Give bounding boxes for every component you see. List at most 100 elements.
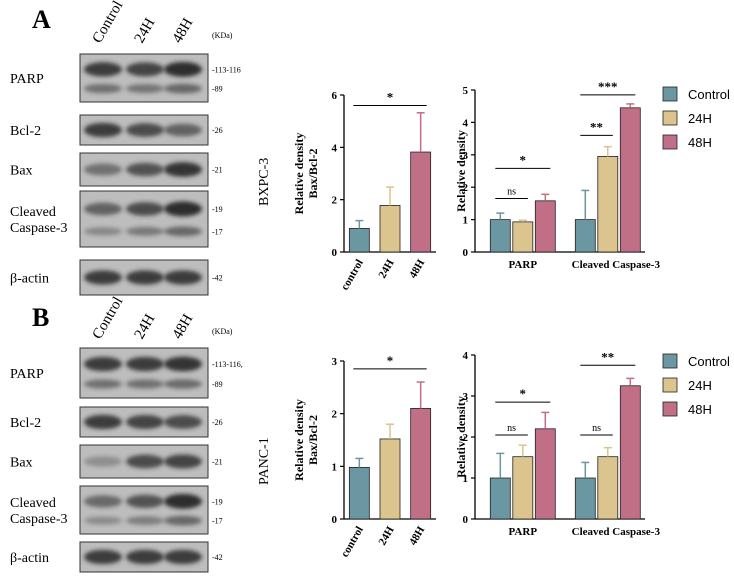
blot-band (164, 226, 202, 237)
blot-band (84, 202, 122, 216)
significance-label: ns (507, 187, 516, 198)
lane-header: 48H (170, 15, 197, 46)
blot-band (126, 379, 164, 389)
mw-marker: -42 (212, 553, 223, 562)
blot-label: Caspase-3 (10, 512, 68, 527)
legend-label: Control (688, 354, 730, 369)
blot-band (84, 549, 122, 565)
bar (379, 205, 401, 253)
legend-swatch (662, 86, 678, 102)
blot-band (164, 454, 202, 469)
cell-line-panc1: PANC-1 (257, 437, 272, 485)
y-axis-label: Relative density (292, 133, 306, 215)
y-tick-label: 3 (463, 150, 469, 162)
blot-band (126, 226, 164, 236)
blot-membrane (79, 347, 209, 399)
blot-band (126, 549, 164, 565)
legend-label: 48H (688, 135, 712, 150)
mw-marker: -113-116, (212, 360, 243, 369)
legends: Control 24H 48H Control 24H 48H (662, 86, 730, 417)
blot-band (164, 379, 202, 389)
blot-band (84, 62, 122, 77)
mw-marker: -19 (212, 205, 223, 214)
bar-chart: 0 1 2 3 4 5 Relative density PARP Cleaved Caspas… (454, 79, 660, 271)
bar (489, 219, 511, 253)
blot-band (126, 202, 164, 216)
blot-band (164, 493, 202, 509)
blot-band (84, 516, 122, 525)
y-tick-label: 3 (463, 391, 469, 403)
mw-marker: -17 (212, 227, 223, 236)
bar (619, 107, 641, 253)
blot-band (126, 494, 164, 509)
blot-band (84, 456, 122, 467)
blot-band (126, 84, 164, 94)
mw-marker: -26 (212, 126, 223, 135)
blot-label: Bax (10, 456, 33, 471)
bar (574, 477, 596, 520)
bar (348, 228, 370, 253)
cell-line-bxpc3: BXPC-3 (257, 158, 272, 206)
legend-swatch (662, 110, 678, 126)
kda-label: (KDa) (212, 327, 233, 336)
bar (512, 221, 534, 253)
legend-swatch (662, 377, 678, 393)
bar (574, 219, 596, 253)
y-axis-label: Bax/Bcl-2 (306, 149, 320, 199)
x-category-label: control (339, 258, 366, 293)
legend-label: Control (688, 87, 730, 102)
y-tick-label: 0 (463, 514, 469, 526)
y-tick-label: 1 (463, 215, 469, 227)
blot-membrane (79, 190, 209, 248)
kda-label: (KDa) (212, 31, 233, 40)
bar (512, 456, 534, 520)
blot-label: Cleaved (10, 496, 56, 511)
blot-band (84, 379, 122, 389)
blot-band (164, 356, 202, 372)
blot-band (126, 415, 164, 429)
blot-band (84, 227, 122, 236)
blot-band (126, 356, 164, 372)
blot-band (164, 415, 202, 429)
lane-header: 48H (170, 311, 197, 342)
mw-marker: -19 (212, 497, 223, 506)
blot-label: Bcl-2 (10, 124, 41, 139)
y-tick-label: 0 (332, 514, 338, 526)
y-tick-label: 4 (463, 350, 469, 362)
blot-band (126, 162, 164, 177)
legend-label: 24H (688, 111, 712, 126)
mw-marker: -21 (212, 458, 223, 467)
legend-label: 48H (688, 402, 712, 417)
legend-label: 24H (688, 378, 712, 393)
y-tick-label: 5 (463, 85, 469, 97)
blot-label: β-actin (10, 551, 49, 566)
panel-letter-a: A (32, 5, 51, 34)
y-tick-label: 2 (463, 432, 469, 444)
blot-band (84, 356, 122, 372)
bar-chart: 0 1 2 3 Relative density Bax/Bcl-2 control 24H 4… (292, 353, 436, 560)
x-group-label: PARP (509, 259, 538, 271)
y-tick-label: 2 (463, 182, 469, 194)
y-tick-label: 4 (463, 117, 469, 129)
y-axis-label: Relative density (454, 396, 468, 478)
x-category-label: control (339, 525, 366, 560)
blot-band (126, 454, 164, 469)
blot-band (164, 549, 202, 565)
y-axis-label: Relative density (454, 130, 468, 212)
mw-marker: -89 (212, 380, 223, 389)
significance-label: * (387, 353, 394, 368)
y-tick-label: 0 (463, 247, 469, 259)
y-tick-label: 2 (332, 195, 338, 207)
bar-chart: 0 2 4 6 Relative density Bax/Bcl-2 control 24H 4… (292, 89, 436, 292)
blot-band (126, 516, 164, 525)
lane-header: Control (90, 294, 127, 342)
blot-band (164, 83, 202, 94)
x-group-label: PARP (509, 526, 538, 538)
x-group-label: Cleaved Caspase-3 (572, 526, 661, 538)
bar (410, 407, 432, 520)
blot-label: Bcl-2 (10, 416, 41, 431)
significance-label: ns (507, 423, 516, 434)
blot-band (126, 123, 164, 137)
